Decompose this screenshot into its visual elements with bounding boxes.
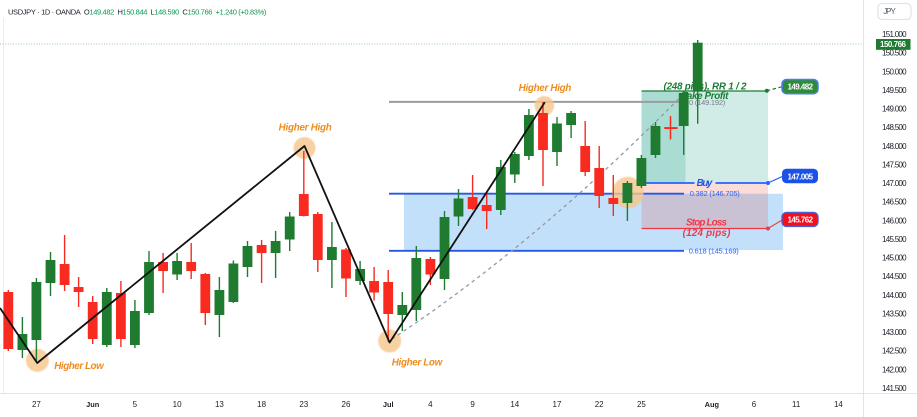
svg-text:150.766: 150.766 <box>880 40 907 49</box>
svg-text:143.000: 143.000 <box>882 328 907 337</box>
svg-text:Jun: Jun <box>86 400 100 409</box>
svg-text:149.000: 149.000 <box>882 105 907 114</box>
svg-text:Aug: Aug <box>705 400 720 409</box>
svg-text:145.000: 145.000 <box>882 254 907 263</box>
svg-text:Higher High: Higher High <box>279 123 332 134</box>
svg-text:146.000: 146.000 <box>882 216 907 225</box>
svg-text:150.500: 150.500 <box>882 49 907 58</box>
svg-text:27: 27 <box>32 400 41 409</box>
svg-text:141.500: 141.500 <box>882 384 907 393</box>
svg-text:14: 14 <box>834 400 843 409</box>
svg-text:0.382 (146.705): 0.382 (146.705) <box>690 189 741 198</box>
svg-text:Higher Low: Higher Low <box>54 361 105 372</box>
svg-text:150.000: 150.000 <box>882 67 907 76</box>
svg-text:25: 25 <box>637 400 646 409</box>
svg-text:Higher Low: Higher Low <box>392 358 444 369</box>
svg-text:147.500: 147.500 <box>882 160 907 169</box>
svg-text:9: 9 <box>470 400 475 409</box>
svg-text:13: 13 <box>215 400 224 409</box>
svg-text:23: 23 <box>299 400 308 409</box>
svg-text:147.005: 147.005 <box>788 172 814 181</box>
svg-text:5: 5 <box>133 400 138 409</box>
svg-text:Jul: Jul <box>383 400 394 409</box>
svg-text:JPY: JPY <box>883 7 896 16</box>
svg-text:4: 4 <box>428 400 433 409</box>
svg-text:149.500: 149.500 <box>882 86 907 95</box>
svg-text:11: 11 <box>792 400 801 409</box>
svg-text:(248 pips), RR 1 / 2: (248 pips), RR 1 / 2 <box>664 81 747 92</box>
svg-text:149.482: 149.482 <box>788 83 814 92</box>
svg-text:18: 18 <box>257 400 266 409</box>
svg-text:17: 17 <box>553 400 562 409</box>
svg-text:142.000: 142.000 <box>882 365 907 374</box>
svg-text:0.618 (145.169): 0.618 (145.169) <box>689 247 740 256</box>
svg-text:22: 22 <box>595 400 604 409</box>
svg-text:144.000: 144.000 <box>882 291 907 300</box>
svg-text:148.000: 148.000 <box>882 142 907 151</box>
svg-text:6: 6 <box>752 400 757 409</box>
svg-text:Higher High: Higher High <box>519 83 572 94</box>
svg-text:26: 26 <box>342 400 351 409</box>
svg-text:(124 pips): (124 pips) <box>683 228 731 239</box>
svg-text:14: 14 <box>510 400 519 409</box>
svg-text:USDJPY · 1D · OANDA O149.482: USDJPY · 1D · OANDA O149.482 H150.844 L1… <box>8 8 267 17</box>
svg-text:142.500: 142.500 <box>882 347 907 356</box>
svg-text:148.500: 148.500 <box>882 123 907 132</box>
svg-text:146.500: 146.500 <box>882 198 907 207</box>
svg-text:144.500: 144.500 <box>882 272 907 281</box>
svg-text:Buy: Buy <box>697 178 713 189</box>
svg-text:147.000: 147.000 <box>882 179 907 188</box>
svg-text:Take Profit: Take Profit <box>682 91 729 102</box>
svg-text:10: 10 <box>173 400 182 409</box>
svg-text:151.000: 151.000 <box>882 30 907 39</box>
svg-text:145.762: 145.762 <box>788 216 814 225</box>
svg-text:0 (149.192): 0 (149.192) <box>689 98 726 107</box>
svg-text:Stop Loss: Stop Loss <box>686 217 727 228</box>
svg-text:145.500: 145.500 <box>882 235 907 244</box>
svg-text:143.500: 143.500 <box>882 309 907 318</box>
